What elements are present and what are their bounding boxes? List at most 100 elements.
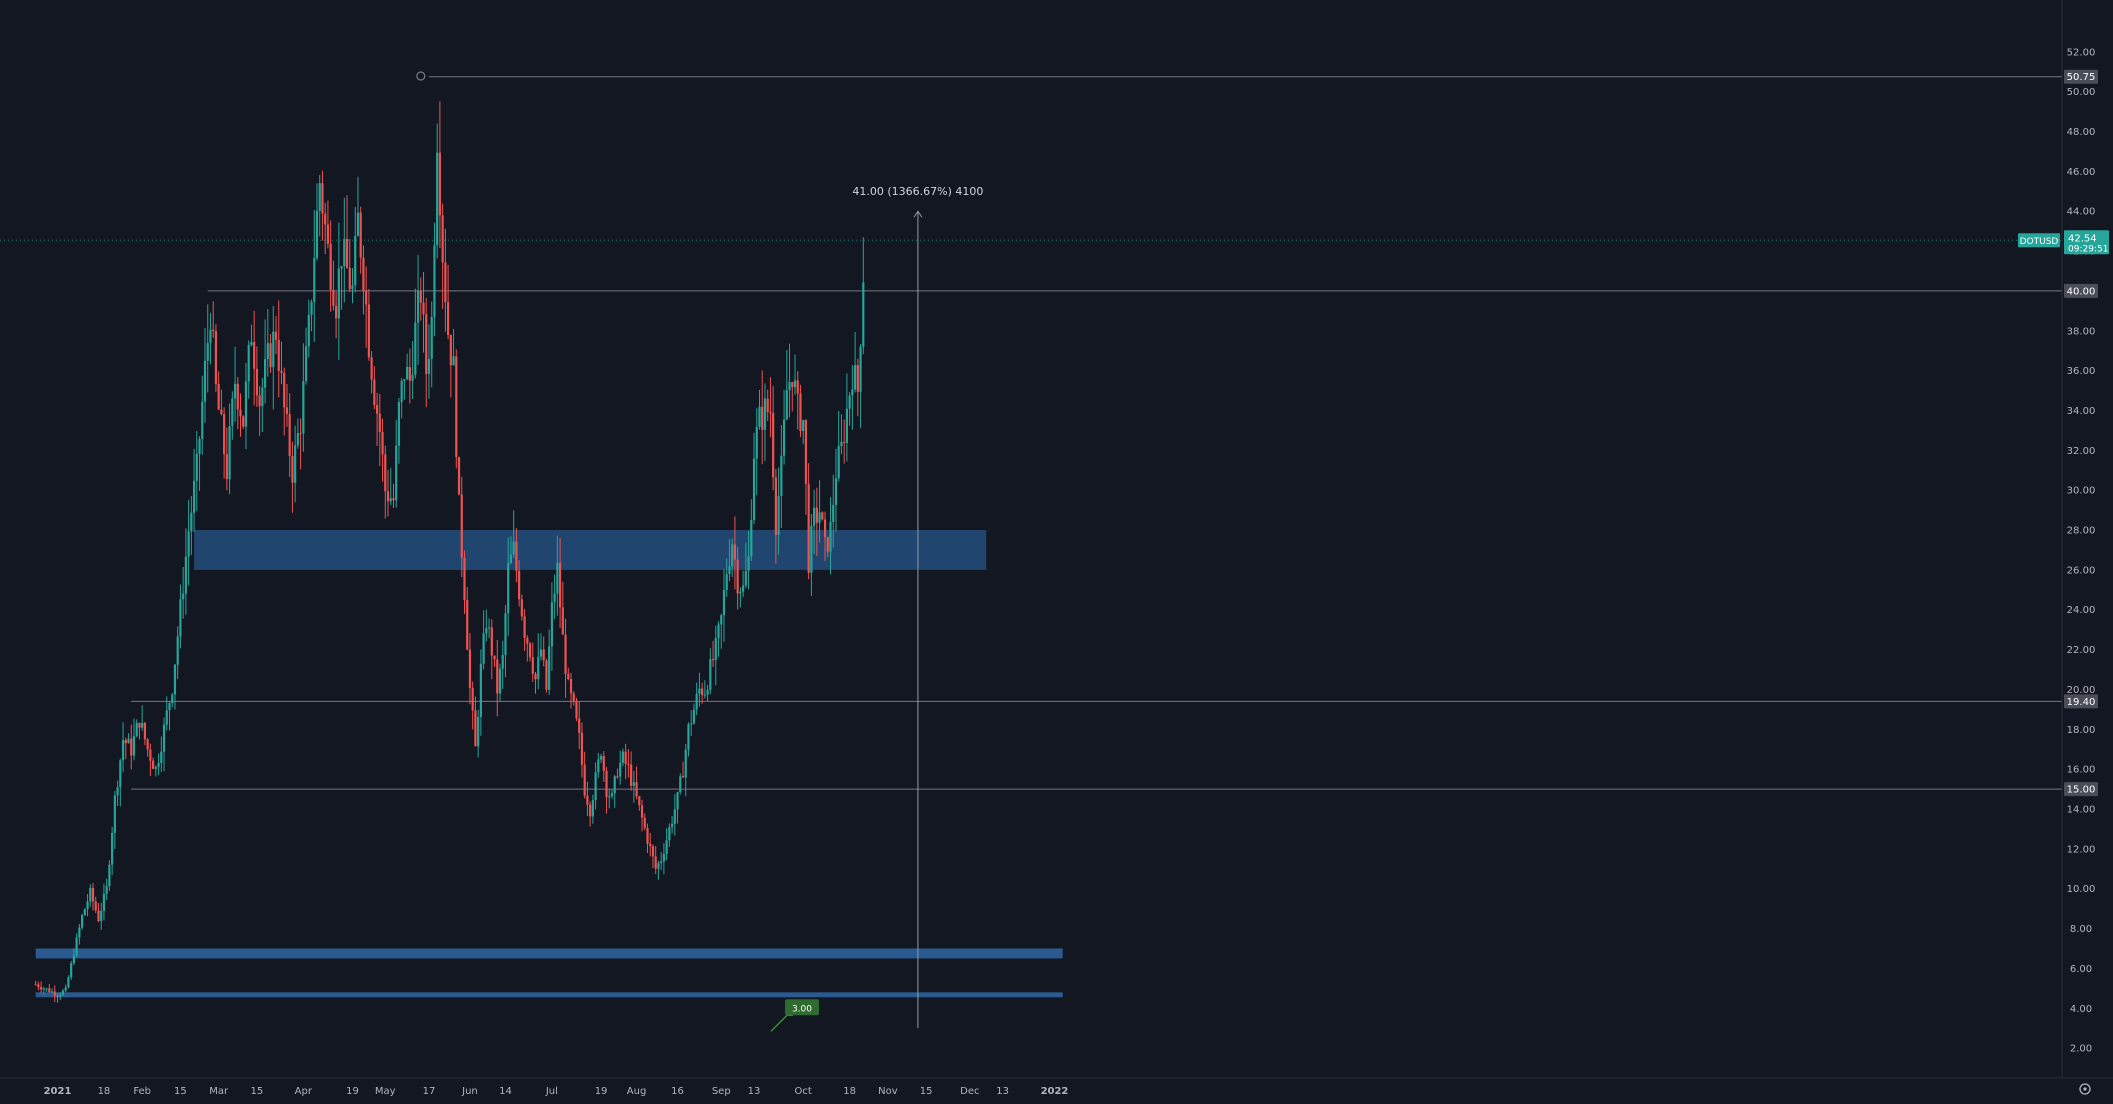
candle-body bbox=[403, 378, 406, 381]
price-tick-label: 10.00 bbox=[2067, 884, 2096, 895]
candle-body bbox=[793, 380, 797, 388]
candle-body bbox=[381, 431, 384, 455]
time-tick-label: Dec bbox=[960, 1086, 979, 1097]
candle-body bbox=[545, 660, 548, 690]
candle-body bbox=[761, 406, 764, 430]
candle-body bbox=[365, 290, 368, 305]
candle-body bbox=[375, 405, 379, 414]
candle-body bbox=[766, 398, 769, 412]
candle-body bbox=[384, 454, 387, 492]
candle-body bbox=[651, 846, 655, 857]
candle-body bbox=[531, 657, 534, 674]
candle-body bbox=[466, 600, 469, 650]
candle-body bbox=[50, 991, 54, 993]
price-tick-label: 16.00 bbox=[2067, 765, 2096, 776]
candle-body bbox=[834, 478, 838, 505]
candle-body bbox=[45, 988, 48, 990]
price-tick-label: 52.00 bbox=[2067, 47, 2096, 58]
candle-body bbox=[266, 343, 269, 360]
price-tick-label: 4.00 bbox=[2070, 1004, 2092, 1015]
time-tick-label: 2021 bbox=[44, 1086, 72, 1097]
level-price-label: 15.00 bbox=[2067, 785, 2096, 796]
candle-body bbox=[184, 556, 187, 594]
candle-body bbox=[395, 445, 398, 501]
candle-body bbox=[485, 627, 488, 634]
last-price-label: 42.54 bbox=[2068, 233, 2097, 244]
candle-body bbox=[40, 987, 43, 990]
level-price-tag bbox=[2064, 69, 2098, 84]
candle-body bbox=[578, 718, 581, 733]
candle-body bbox=[853, 365, 857, 390]
candle-body bbox=[457, 457, 461, 495]
candle-body bbox=[223, 414, 226, 455]
candle-body bbox=[548, 646, 551, 690]
candle-body bbox=[632, 782, 635, 786]
candle-body bbox=[490, 627, 493, 656]
candle-body bbox=[602, 756, 605, 771]
candle-body bbox=[258, 395, 261, 407]
candle-body bbox=[318, 183, 321, 211]
candle-body bbox=[386, 491, 390, 502]
price-tick-label: 22.00 bbox=[2067, 645, 2096, 656]
level-price-label: 19.40 bbox=[2067, 697, 2096, 708]
last-price-tag bbox=[2064, 230, 2109, 255]
candle-body bbox=[807, 483, 810, 573]
candle-body bbox=[427, 358, 431, 374]
candle-body bbox=[654, 856, 657, 869]
candle-body bbox=[329, 243, 332, 290]
level-price-label: 40.00 bbox=[2067, 286, 2096, 297]
candle-body bbox=[419, 291, 422, 303]
candle-body bbox=[162, 724, 166, 752]
candle-body bbox=[701, 688, 704, 696]
price-tick-label: 46.00 bbox=[2067, 167, 2096, 178]
time-tick-label: 15 bbox=[920, 1086, 933, 1097]
candle-body bbox=[599, 756, 603, 760]
candle-body bbox=[662, 854, 665, 862]
candle-body bbox=[613, 776, 616, 794]
time-tick-label: 14 bbox=[499, 1086, 512, 1097]
candle-body bbox=[777, 495, 780, 535]
level-price-tag bbox=[2064, 694, 2098, 709]
zones-layer bbox=[35, 530, 1063, 998]
candle-body bbox=[862, 282, 865, 347]
candle-body bbox=[556, 562, 559, 594]
candle-body bbox=[337, 268, 340, 319]
symbol-label: DOTUSD bbox=[2020, 237, 2059, 247]
candle-body bbox=[228, 426, 231, 480]
candle-body bbox=[274, 331, 278, 340]
candle-body bbox=[37, 984, 40, 988]
candle-body bbox=[324, 213, 327, 225]
candle-body bbox=[487, 627, 491, 629]
candle-body bbox=[152, 760, 155, 769]
candle-body bbox=[518, 570, 521, 600]
time-tick-label: Apr bbox=[295, 1086, 313, 1097]
candle-body bbox=[190, 512, 193, 532]
candle-body bbox=[468, 649, 472, 689]
candle-body bbox=[520, 599, 523, 617]
candle-body bbox=[236, 383, 239, 410]
candle-body bbox=[414, 322, 417, 375]
candle-body bbox=[239, 409, 242, 417]
candle-body bbox=[837, 446, 840, 479]
candle-body bbox=[832, 504, 835, 522]
candle-body bbox=[676, 792, 679, 810]
candle-body bbox=[304, 346, 308, 381]
settings-gear-icon[interactable] bbox=[2079, 1083, 2091, 1095]
candle-body bbox=[619, 762, 622, 777]
candle-body bbox=[343, 238, 346, 267]
note-pointer bbox=[770, 1014, 794, 1032]
candle-body bbox=[558, 562, 562, 608]
candle-body bbox=[310, 301, 313, 315]
candle-body bbox=[703, 694, 706, 696]
candle-body bbox=[720, 615, 723, 625]
candle-body bbox=[673, 809, 676, 824]
candle-body bbox=[121, 740, 125, 761]
candle-body bbox=[477, 716, 480, 747]
candle-body bbox=[179, 599, 182, 637]
candle-body bbox=[826, 537, 829, 552]
candle-body bbox=[646, 827, 649, 844]
candle-body bbox=[165, 710, 168, 725]
